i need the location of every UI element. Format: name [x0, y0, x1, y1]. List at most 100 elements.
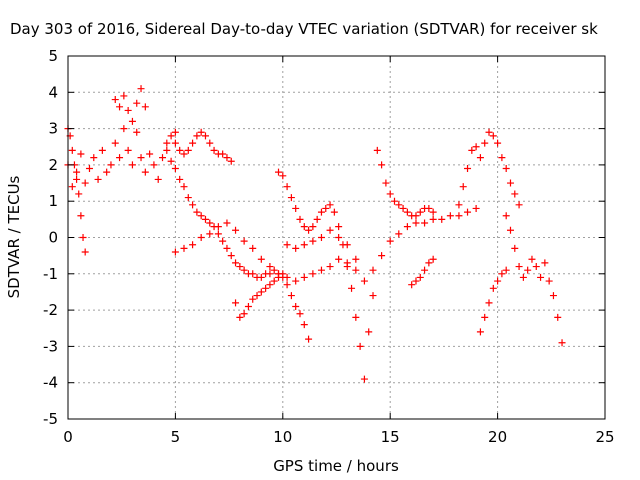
data-point — [210, 146, 218, 154]
data-point — [257, 255, 265, 263]
data-point — [133, 99, 141, 107]
y-tick-label: 0 — [48, 229, 58, 247]
data-point — [305, 226, 313, 234]
data-point — [232, 226, 240, 234]
data-point — [111, 96, 119, 104]
data-point — [343, 263, 351, 271]
y-tick-label: -1 — [43, 265, 58, 283]
data-point — [98, 146, 106, 154]
data-point — [335, 255, 343, 263]
data-point — [506, 179, 514, 187]
data-point — [223, 219, 231, 227]
data-point — [356, 342, 364, 350]
data-point — [232, 259, 240, 267]
data-point — [485, 299, 493, 307]
data-point — [399, 204, 407, 212]
data-point — [249, 244, 257, 252]
data-point — [283, 273, 291, 281]
data-point — [232, 299, 240, 307]
data-point — [455, 201, 463, 209]
data-point — [489, 284, 497, 292]
data-point — [249, 270, 257, 278]
data-point — [412, 219, 420, 227]
data-point — [481, 139, 489, 147]
data-point — [253, 292, 261, 300]
data-point — [502, 266, 510, 274]
data-point — [476, 154, 484, 162]
data-point — [73, 168, 81, 176]
data-point — [360, 277, 368, 285]
data-point — [85, 165, 93, 173]
data-point — [365, 328, 373, 336]
x-tick-label: 15 — [381, 428, 400, 446]
data-point — [171, 128, 179, 136]
data-point — [326, 226, 334, 234]
data-points — [64, 85, 566, 383]
data-point — [236, 313, 244, 321]
data-point — [201, 132, 209, 140]
data-point — [197, 234, 205, 241]
data-point — [416, 273, 424, 281]
data-point — [128, 117, 136, 125]
data-point — [189, 201, 197, 209]
data-point — [464, 208, 472, 216]
data-point — [163, 146, 171, 154]
data-point — [77, 150, 85, 158]
data-point — [498, 270, 506, 278]
data-point — [494, 277, 502, 285]
data-point — [266, 270, 274, 278]
data-point — [137, 85, 145, 93]
data-point — [326, 201, 334, 209]
data-point — [176, 146, 184, 154]
y-tick-label: 4 — [48, 83, 58, 101]
y-tick-label: 1 — [48, 192, 58, 210]
data-point — [68, 146, 76, 154]
data-point — [73, 175, 81, 183]
data-point — [214, 230, 222, 238]
chart-title: Day 303 of 2016, Sidereal Day-to-day VTE… — [10, 20, 598, 38]
data-point — [296, 215, 304, 223]
data-point — [193, 132, 201, 140]
data-point — [79, 234, 87, 241]
data-point — [382, 179, 390, 187]
data-point — [103, 168, 111, 176]
data-point — [476, 328, 484, 336]
data-point — [472, 143, 480, 151]
data-point — [515, 263, 523, 271]
data-point — [197, 128, 205, 136]
data-point — [502, 212, 510, 220]
data-point — [369, 292, 377, 300]
data-point — [506, 226, 514, 234]
data-point — [257, 288, 265, 296]
data-point — [373, 146, 381, 154]
data-point — [378, 252, 386, 260]
data-point — [120, 92, 128, 100]
data-point — [309, 270, 317, 278]
y-tick-label: 5 — [48, 47, 58, 65]
data-point — [236, 263, 244, 271]
data-point — [266, 281, 274, 289]
data-point — [163, 139, 171, 147]
data-point — [300, 241, 308, 249]
data-point — [283, 241, 291, 249]
data-point — [386, 237, 394, 245]
data-point — [283, 281, 291, 289]
data-point — [468, 146, 476, 154]
data-point — [111, 139, 119, 147]
data-point — [502, 165, 510, 173]
data-point — [214, 223, 222, 231]
data-point — [206, 219, 214, 227]
data-point — [270, 266, 278, 274]
data-point — [494, 139, 502, 147]
data-point — [150, 161, 158, 169]
data-point — [352, 266, 360, 274]
data-point — [390, 197, 398, 205]
data-point — [81, 248, 89, 256]
data-point — [197, 212, 205, 220]
y-tick-label: -3 — [43, 337, 58, 355]
data-point — [386, 190, 394, 198]
data-point — [515, 201, 523, 209]
data-point — [459, 183, 467, 191]
data-point — [472, 204, 480, 212]
data-point — [287, 194, 295, 202]
